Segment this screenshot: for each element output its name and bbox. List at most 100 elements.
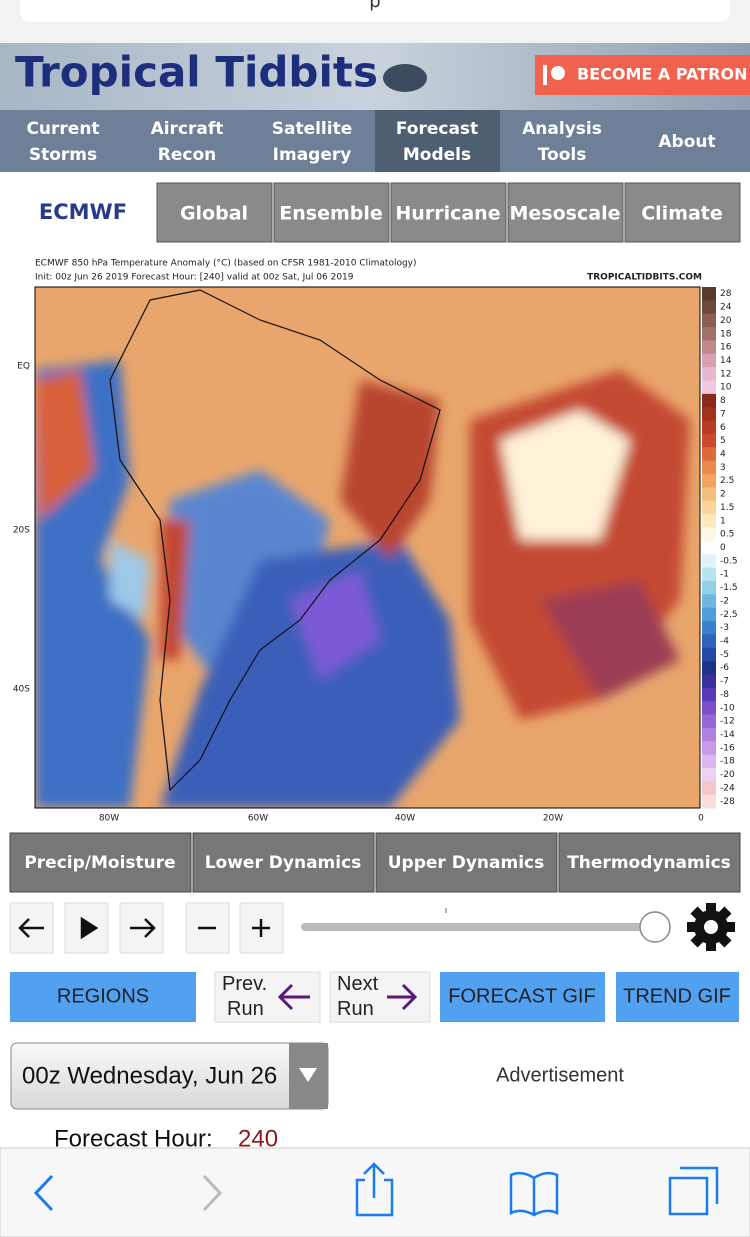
next-run-label: Next	[337, 973, 379, 995]
colorbar-swatch	[702, 554, 716, 569]
colorbar-swatch	[702, 447, 716, 462]
map-credit: TROPICALTIDBITS.COM	[587, 273, 702, 283]
next-run-label: Run	[337, 998, 374, 1020]
colorbar-label: 2	[720, 490, 726, 500]
nav-item: Forecast	[396, 119, 478, 139]
model-active[interactable]: ECMWF	[39, 200, 127, 224]
nav-item: Aircraft	[151, 119, 224, 139]
url: p	[369, 0, 380, 12]
category-tab[interactable]	[375, 832, 558, 893]
nav-item: Analysis Tools	[522, 119, 602, 165]
colorbar-label: 16	[720, 343, 732, 353]
category-tab-label: Precip/Moisture	[24, 853, 175, 873]
colorbar-swatch	[702, 407, 716, 422]
colorbar-swatch	[702, 313, 716, 328]
colorbar-swatch	[702, 687, 716, 702]
colorbar-label: -4	[720, 637, 729, 647]
nav-item: Forecast Models	[396, 119, 478, 165]
patron-button[interactable]	[535, 55, 750, 95]
category-tab[interactable]	[558, 832, 741, 893]
colorbar-label: -16	[720, 743, 735, 753]
model-tab[interactable]	[273, 182, 390, 243]
colorbar-swatch	[702, 580, 716, 595]
category-tab[interactable]	[9, 832, 192, 893]
nav-item: Tools	[538, 145, 587, 165]
lat-label: EQ	[17, 362, 30, 372]
lon-label: 60W	[248, 814, 268, 824]
colorbar-label: 0	[720, 543, 726, 553]
colorbar-label: -2.5	[720, 610, 738, 620]
share-button[interactable]	[355, 1162, 394, 1217]
advertisement: Advertisement	[496, 1064, 624, 1086]
lon-label: 20W	[543, 814, 563, 824]
nav-item: Current Storms	[26, 119, 99, 165]
nav-item: Current	[26, 119, 99, 139]
model-tab[interactable]	[624, 182, 741, 243]
map	[35, 287, 700, 808]
forward-button[interactable]	[202, 1174, 223, 1212]
colorbar-label: -14	[720, 730, 735, 740]
next-run-arrow	[387, 983, 418, 1011]
colorbar-swatch	[702, 634, 716, 649]
model-tab[interactable]	[156, 182, 273, 243]
slider-knob[interactable]	[639, 911, 671, 943]
colorbar-label: -5	[720, 650, 729, 660]
model-tab-label: Climate	[641, 203, 723, 225]
back-button[interactable]	[33, 1174, 54, 1212]
colorbar-swatch	[702, 393, 716, 408]
trend-gif-label: TREND GIF	[623, 985, 731, 1007]
colorbar-swatch	[702, 500, 716, 515]
map-title: ECMWF 850 hPa Temperature Anomaly (°C) (…	[35, 259, 417, 269]
colorbar-label: -28	[720, 797, 735, 807]
nav-item: Analysis	[522, 119, 602, 139]
regions-button[interactable]	[10, 972, 196, 1022]
colorbar-swatch	[702, 367, 716, 382]
category-tab-label: Thermodynamics	[567, 853, 731, 873]
colorbar-swatch	[702, 701, 716, 715]
colorbar-swatch	[702, 607, 716, 622]
hurricane-eye	[383, 64, 427, 92]
colorbar-label: -8	[720, 690, 729, 700]
model-tab[interactable]	[390, 182, 507, 243]
tabs-button[interactable]	[668, 1166, 719, 1216]
step-icon	[80, 916, 99, 940]
logo[interactable]: Tropical Tidbits	[15, 48, 378, 97]
colorbar-label: 2.5	[720, 476, 734, 486]
nav-active	[375, 110, 500, 172]
colorbar-label: -0.5	[720, 556, 738, 566]
colorbar-label: 6	[720, 423, 726, 433]
colorbar-swatch	[702, 420, 716, 435]
lat-label: 40S	[13, 685, 30, 695]
colorbar-swatch	[702, 714, 716, 729]
colorbar-swatch	[702, 647, 716, 662]
colorbar-label: 4	[720, 449, 726, 459]
colorbar-label: -3	[720, 623, 729, 633]
forecast-gif-button[interactable]	[440, 972, 605, 1022]
colorbar-label: -6	[720, 663, 729, 673]
nav-item: Satellite Imagery	[272, 119, 353, 165]
model-tab-label: Ensemble	[279, 203, 383, 225]
colorbar-swatch	[702, 781, 716, 796]
colorbar-label: -12	[720, 717, 735, 727]
bookmarks-button[interactable]	[509, 1171, 559, 1217]
trend-gif-button[interactable]	[616, 972, 739, 1022]
nav-item: Storms	[29, 145, 97, 165]
colorbar-label: 8	[720, 396, 726, 406]
model-tab-label: Mesoscale	[510, 203, 621, 225]
colorbar-swatch	[702, 327, 716, 341]
category-tab[interactable]	[192, 832, 375, 893]
model-tab[interactable]	[507, 182, 624, 243]
colorbar-label: -7	[720, 677, 729, 687]
settings-gear[interactable]	[687, 903, 735, 951]
colorbar-label: 24	[720, 303, 732, 313]
colorbar-swatch	[702, 527, 716, 542]
nav-item: Satellite	[272, 119, 353, 139]
colorbar-label: 28	[720, 289, 732, 299]
colorbar-swatch	[702, 567, 716, 582]
url-field[interactable]	[20, 0, 730, 22]
category-tab-label: Lower Dynamics	[205, 853, 362, 873]
nav-item: About	[658, 132, 715, 152]
lat-label: 20S	[13, 526, 30, 536]
colorbar-label: 20	[720, 316, 732, 326]
